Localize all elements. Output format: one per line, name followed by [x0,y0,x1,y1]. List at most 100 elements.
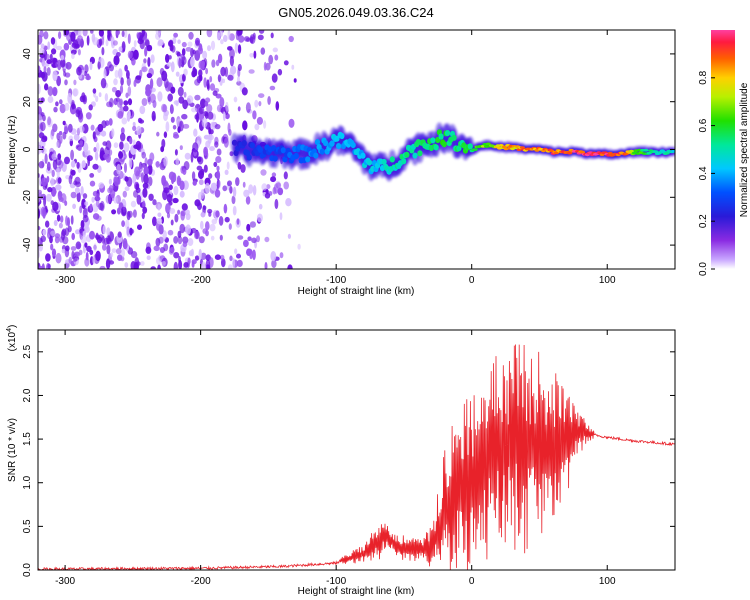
signal-point [319,148,325,155]
noise-blob [236,253,241,259]
noise-blob [198,106,205,115]
noise-blob [287,264,293,269]
noise-blob [132,125,137,131]
noise-blob [219,30,223,37]
noise-blob [140,261,145,266]
noise-blob [203,164,208,173]
noise-blob [187,238,194,246]
noise-blob [194,199,201,207]
noise-blob [254,123,260,131]
noise-blob [50,57,57,69]
noise-blob [113,142,119,149]
noise-blob [196,112,199,123]
noise-blob [203,146,209,156]
noise-blob [170,61,175,73]
noise-blob [225,101,229,112]
noise-blob [82,30,88,37]
noise-blob [51,48,57,55]
noise-blob [98,92,102,98]
signal-point [653,150,659,154]
noise-blob [153,245,160,252]
noise-blob [268,54,274,65]
noise-blob [122,190,128,198]
noise-blob [219,97,225,108]
noise-blob [92,163,99,170]
snr-y-multiplier-base: (x10 [7,331,18,351]
noise-blob [121,41,126,52]
noise-blob [92,37,99,46]
noise-blob [264,192,271,199]
snr-x-tick-label: -300 [55,576,75,587]
noise-blob [203,77,207,88]
noise-blob [283,60,289,66]
noise-blob [248,69,255,74]
noise-blob [51,128,55,137]
noise-blob [91,196,95,203]
noise-blob [150,54,155,64]
noise-blob [117,68,123,79]
noise-blob [124,186,130,191]
noise-blob [182,99,189,110]
noise-blob [118,151,124,159]
noise-blob [209,76,213,83]
noise-blob [141,172,145,183]
noise-blob [98,38,103,47]
noise-blob [171,45,176,53]
colorbar: 0.0 0.2 0.4 0.6 0.8 Normalized spectral ampl… [698,30,750,276]
noise-blob [192,142,199,153]
noise-blob [76,66,82,76]
noise-blob [124,262,129,268]
noise-blob [121,30,125,37]
noise-blob [116,99,123,108]
noise-blob [240,164,246,173]
signal-point [360,152,366,159]
noise-blob [173,185,179,196]
noise-blob [58,197,64,202]
noise-blob [162,230,167,240]
noise-blob [249,53,254,58]
noise-blob [40,121,46,132]
signal-point [323,140,329,147]
noise-blob [205,259,211,269]
noise-blob [185,47,192,52]
noise-blob [67,217,70,228]
noise-blob [182,236,189,244]
noise-blob [106,244,111,255]
noise-blob [84,226,90,233]
noise-blob [188,31,194,40]
noise-blob [72,203,76,209]
noise-blob [108,118,113,126]
noise-blob [143,58,147,64]
noise-blob [86,35,90,46]
noise-blob [170,116,175,123]
noise-blob [227,264,233,269]
colorbar-tick-label: 0.2 [698,214,709,228]
noise-blob [108,178,112,185]
noise-blob [173,131,179,137]
signal-point [433,144,439,151]
noise-blob [192,180,197,186]
noise-blob [71,53,75,60]
noise-blob [166,62,172,67]
noise-blob [42,229,47,236]
noise-blob [183,262,189,268]
noise-blob [50,243,54,251]
noise-blob [187,41,193,47]
noise-blob [136,32,140,39]
noise-blob [53,106,58,113]
noise-blob [103,68,107,79]
signal-point [305,156,311,163]
noise-blob [59,103,66,114]
noise-blob [101,47,105,56]
signal-point [257,146,264,153]
noise-blob [105,258,111,269]
noise-blob [38,132,45,139]
noise-blob [70,246,77,251]
spectrogram-x-tick-label: -100 [326,275,346,286]
noise-blob [51,169,55,178]
noise-blob [198,236,205,244]
snr-frame [37,329,676,571]
noise-blob [68,256,73,264]
noise-blob [169,208,176,214]
noise-blob [42,114,46,122]
